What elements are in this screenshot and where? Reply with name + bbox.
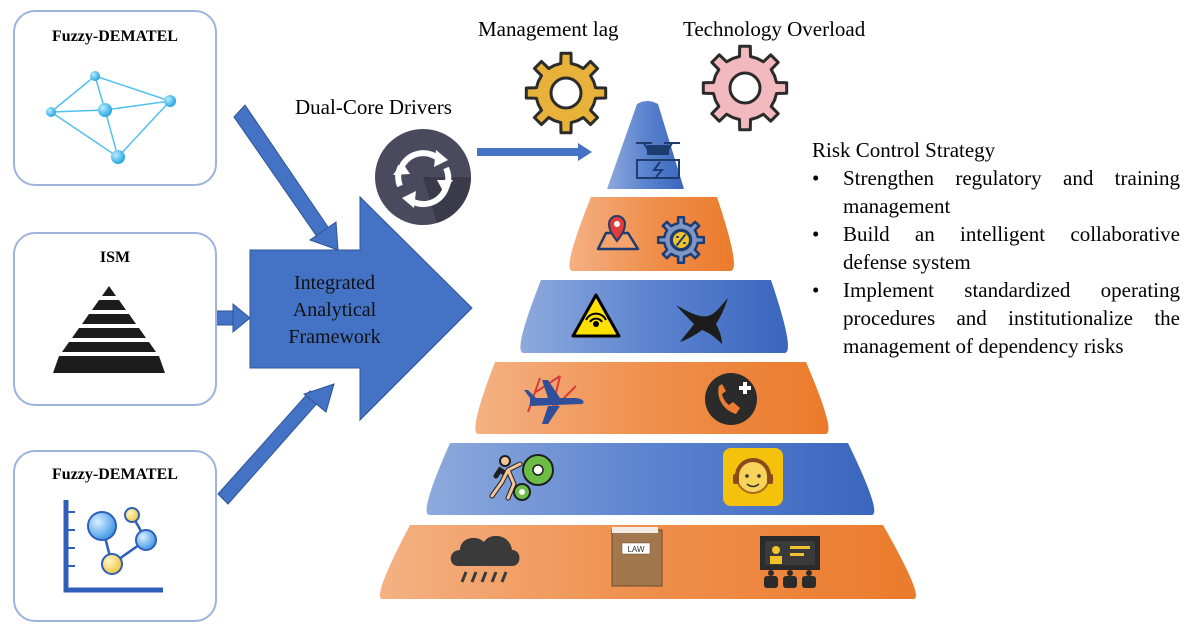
network-graph-icon bbox=[46, 71, 176, 164]
support-agent-icon bbox=[723, 448, 783, 506]
airplane-route-icon bbox=[524, 375, 584, 424]
pyramid-level-3 bbox=[520, 280, 788, 353]
bird-icon bbox=[676, 298, 728, 344]
strategy-item: • Implement standardized operating proced… bbox=[812, 278, 1180, 358]
technology-overload-label: Technology Overload bbox=[683, 17, 866, 41]
rain-cloud-icon bbox=[450, 535, 520, 583]
warning-sign-icon bbox=[571, 293, 621, 338]
pyramid-level-4 bbox=[475, 362, 829, 434]
framework-label: Integrated Analytical Framework bbox=[262, 270, 407, 351]
pyramid-icon bbox=[53, 286, 165, 373]
scatter-graph-icon bbox=[63, 500, 163, 593]
bullet: • bbox=[812, 278, 820, 302]
arrow-drivers bbox=[477, 143, 592, 161]
bullet: • bbox=[812, 222, 820, 246]
box-title: Fuzzy-DEMATEL bbox=[52, 466, 178, 483]
person-pushing-gears-icon bbox=[489, 454, 554, 501]
map-pin-icon bbox=[596, 215, 640, 251]
cycle-arrows-icon bbox=[375, 129, 472, 225]
strategy-list: • Strengthen regulatory and training mana… bbox=[812, 164, 1180, 360]
gear-percent-icon bbox=[656, 215, 706, 265]
presentation-icon bbox=[760, 536, 820, 588]
law-book-icon: LAW bbox=[611, 527, 663, 587]
box-fuzzy-dematel-top: Fuzzy-DEMATEL bbox=[13, 10, 217, 186]
framework-line-3: Framework bbox=[288, 326, 381, 348]
arrow-middle-box bbox=[215, 302, 251, 334]
gear-technology-icon bbox=[701, 44, 789, 132]
strategy-item: • Build an intelligent collaborative def… bbox=[812, 222, 1180, 274]
box-title: ISM bbox=[99, 249, 131, 266]
box-ism: ISM bbox=[13, 232, 217, 406]
framework-arrow bbox=[249, 195, 473, 422]
framework-line-1: Integrated bbox=[293, 272, 376, 294]
arrow-bottom-box bbox=[217, 383, 335, 505]
drone-battery-icon bbox=[636, 142, 680, 179]
law-label: LAW bbox=[627, 545, 644, 554]
management-lag-label: Management lag bbox=[478, 17, 619, 41]
pyramid-level-2 bbox=[569, 197, 734, 271]
strategy-item: • Strengthen regulatory and training mana… bbox=[812, 166, 1180, 218]
risk-control-strategy: Risk Control Strategy • Strengthen regula… bbox=[812, 136, 1180, 360]
bullet: • bbox=[812, 166, 820, 190]
strategy-title: Risk Control Strategy bbox=[812, 138, 996, 162]
framework-line-2: Analytical bbox=[292, 299, 377, 321]
pyramid-level-5 bbox=[426, 443, 875, 515]
gear-management-icon bbox=[524, 51, 608, 135]
box-title: Fuzzy-DEMATEL bbox=[52, 28, 178, 45]
box-fuzzy-dematel-bottom: Fuzzy-DEMATEL bbox=[13, 450, 217, 622]
phone-plus-icon bbox=[705, 373, 757, 425]
arrow-top-box bbox=[233, 104, 339, 251]
drivers-label: Dual-Core Drivers bbox=[295, 95, 452, 119]
